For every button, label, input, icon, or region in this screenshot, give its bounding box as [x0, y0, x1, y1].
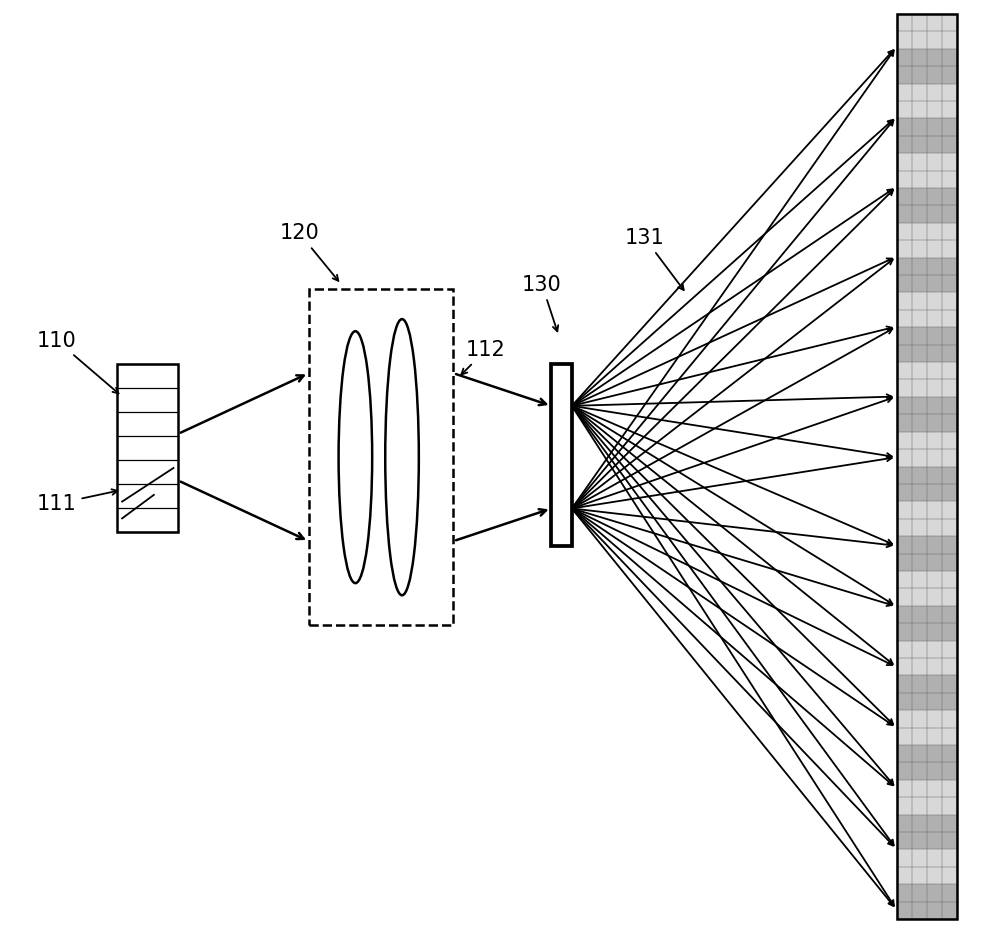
Bar [897, 153, 957, 188]
Bar [897, 258, 957, 292]
Bar [897, 710, 957, 745]
Bar [897, 466, 957, 501]
Bar [897, 675, 957, 710]
Bar [897, 432, 957, 466]
Text: 120: 120 [280, 223, 338, 281]
Bar [897, 327, 957, 362]
Bar [897, 745, 957, 780]
Bar [897, 49, 957, 84]
Bar [897, 118, 957, 153]
Bar [897, 397, 957, 432]
Text: 131: 131 [625, 228, 684, 290]
Bar [309, 289, 453, 625]
Bar [117, 364, 178, 532]
Bar [551, 364, 572, 546]
Text: 110: 110 [37, 330, 118, 394]
Bar [897, 536, 957, 571]
Text: 111: 111 [37, 489, 117, 514]
Bar [897, 223, 957, 258]
Bar [897, 571, 957, 606]
Bar [897, 641, 957, 675]
Bar [897, 606, 957, 641]
Bar [897, 780, 957, 815]
Bar [897, 849, 957, 884]
Bar [897, 188, 957, 223]
Ellipse shape [385, 319, 419, 595]
Bar [897, 362, 957, 397]
Bar [897, 884, 957, 919]
Text: 112: 112 [461, 340, 506, 374]
Bar [897, 14, 957, 919]
Text: 130: 130 [522, 274, 562, 331]
Bar [897, 14, 957, 49]
Bar [897, 292, 957, 327]
Bar [897, 815, 957, 849]
Bar [897, 84, 957, 118]
Bar [897, 501, 957, 536]
Ellipse shape [339, 331, 372, 583]
